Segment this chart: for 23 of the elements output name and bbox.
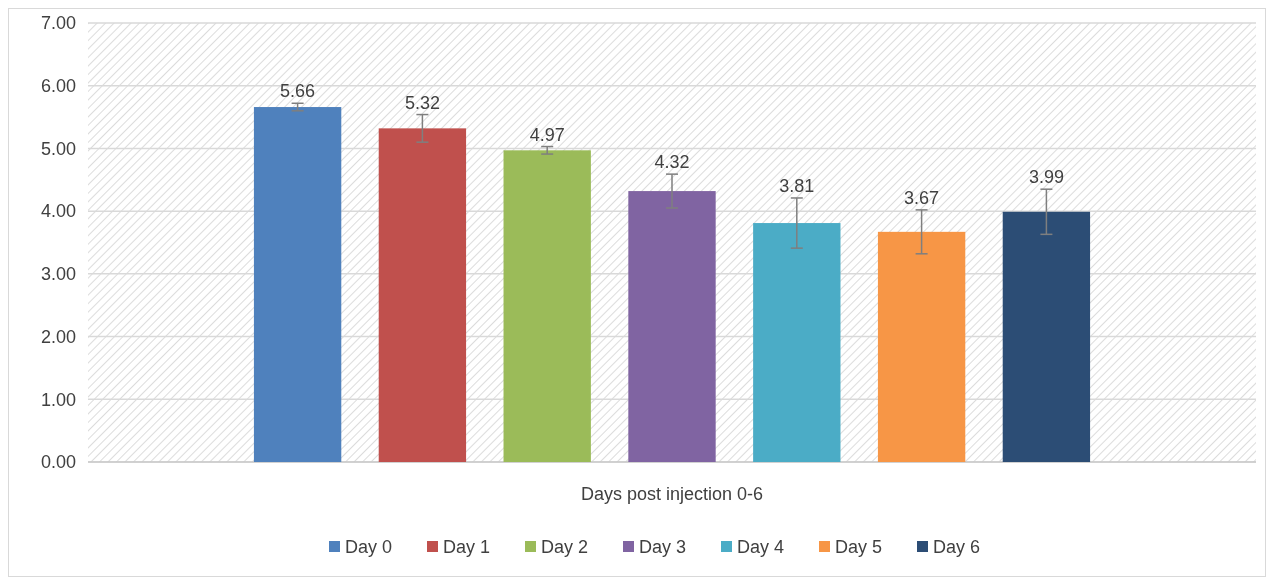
- y-tick-label: 3.00: [40, 264, 76, 285]
- y-tick-label: 0.00: [40, 452, 76, 473]
- legend-label: Day 1: [443, 537, 491, 558]
- legend-label: Day 4: [737, 537, 785, 558]
- y-tick-label: 5.00: [40, 138, 76, 159]
- legend-label: Day 6: [933, 537, 981, 558]
- legend-label: Day 2: [541, 537, 589, 558]
- legend-label: Day 3: [639, 537, 687, 558]
- data-label: 5.66: [280, 81, 316, 102]
- data-label: 3.99: [1028, 167, 1064, 188]
- data-label: 5.32: [404, 92, 440, 113]
- legend-label: Day 5: [835, 537, 883, 558]
- legend-label: Day 0: [345, 537, 393, 558]
- y-tick-label: 7.00: [40, 13, 76, 34]
- x-tick-label: Days post injection 0-6: [580, 484, 764, 504]
- data-label: 4.32: [654, 152, 690, 173]
- data-label: 4.97: [529, 124, 565, 145]
- y-tick-label: 6.00: [40, 76, 76, 97]
- y-tick-label: 4.00: [40, 201, 76, 222]
- data-label: 3.67: [904, 187, 940, 208]
- y-tick-label: 2.00: [40, 326, 76, 347]
- data-label: 3.81: [779, 175, 815, 196]
- y-tick-label: 1.00: [40, 389, 76, 410]
